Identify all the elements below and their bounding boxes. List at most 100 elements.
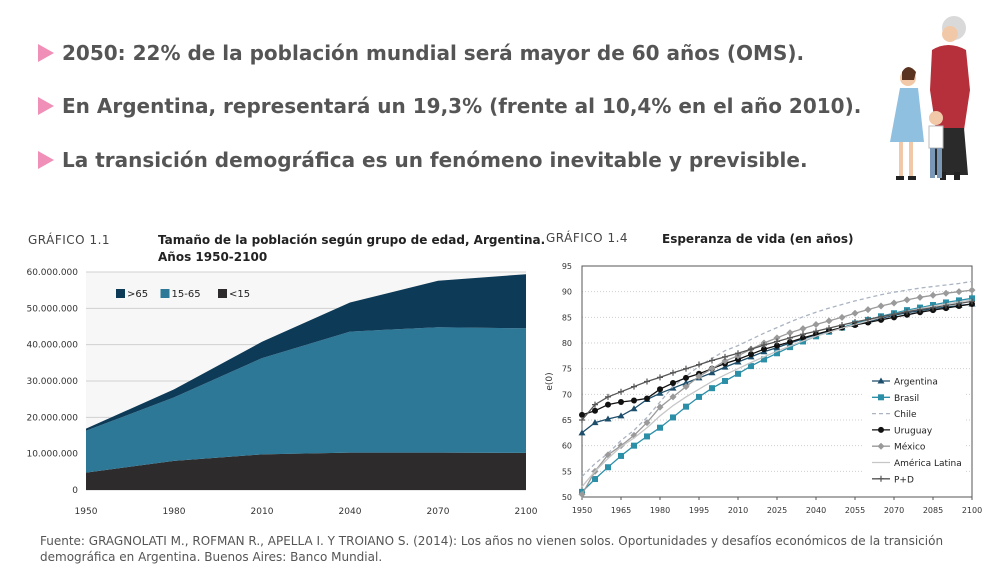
data-point <box>735 350 741 357</box>
pink-triangle-icon <box>38 151 54 169</box>
y-tick-label: 95 <box>562 262 572 271</box>
data-point <box>787 334 793 341</box>
x-tick-label: 2100 <box>515 507 538 517</box>
y-tick-label: 50.000.000 <box>26 304 78 314</box>
x-tick-label: 2025 <box>767 506 787 515</box>
data-point <box>904 308 910 315</box>
data-point <box>682 379 690 386</box>
area-1565 <box>86 327 526 473</box>
data-point <box>643 419 651 427</box>
data-point <box>722 377 728 384</box>
data-point <box>891 314 897 321</box>
x-tick-label: 1965 <box>611 506 631 515</box>
data-point <box>761 346 767 353</box>
data-point <box>631 397 637 404</box>
data-point <box>696 361 702 368</box>
data-point <box>761 342 767 349</box>
data-point <box>774 342 780 349</box>
data-point <box>605 393 611 400</box>
y-tick-label: 60.000.000 <box>26 268 78 278</box>
data-point <box>670 380 676 387</box>
data-point <box>956 297 962 304</box>
y-tick-label: 90 <box>562 288 572 297</box>
series-chile <box>581 280 973 477</box>
data-point <box>721 363 729 370</box>
legend-label: <15 <box>229 289 250 300</box>
data-point <box>670 369 676 376</box>
legend-label: Brasil <box>894 394 919 404</box>
data-point <box>969 295 975 302</box>
y-tick-label: 10.000.000 <box>26 450 78 460</box>
y-tick-label: 75 <box>562 365 572 374</box>
legend-label: 15-65 <box>172 289 201 300</box>
x-tick-label: 2070 <box>427 507 450 517</box>
data-point <box>812 321 820 329</box>
data-point <box>800 334 806 341</box>
bullet-text: En Argentina, representará un 19,3% (fre… <box>62 94 862 118</box>
y-tick-label: 20.000.000 <box>26 413 78 423</box>
data-point <box>878 313 884 320</box>
legend-marker <box>878 475 884 482</box>
y-tick-label: 30.000.000 <box>26 377 78 387</box>
y-tick-label: 55 <box>562 467 572 476</box>
x-tick-label: 2085 <box>923 506 943 515</box>
data-point <box>891 311 897 318</box>
data-point <box>708 365 716 373</box>
data-point <box>877 302 885 310</box>
legend-label: Uruguay <box>894 426 933 436</box>
legend-marker <box>877 442 885 450</box>
life-expectancy-line-chart: 50 55 60 65 70 75 80 85 90 95 1950 1965 1980 1995 2010… <box>545 262 982 515</box>
x-tick-label: 2010 <box>728 506 748 515</box>
data-point <box>657 386 663 393</box>
data-point <box>696 393 702 400</box>
data-point <box>683 365 689 372</box>
data-point <box>617 442 625 450</box>
data-point <box>825 317 833 325</box>
data-point <box>942 289 950 297</box>
data-point <box>670 414 676 421</box>
pink-triangle-icon <box>38 97 54 115</box>
data-point <box>592 407 598 414</box>
legend-label: América Latina <box>894 458 962 469</box>
y-tick-label: 50 <box>562 493 572 502</box>
legend-label: >65 <box>127 289 148 300</box>
legend-marker <box>878 426 884 433</box>
data-point <box>943 302 949 309</box>
data-point <box>735 356 741 363</box>
data-point <box>578 429 586 436</box>
x-tick-label: 2070 <box>884 506 904 515</box>
data-point <box>605 464 611 471</box>
y-tick-label: 0 <box>72 486 78 496</box>
chart1-title-line1: Tamaño de la población según grupo de ed… <box>158 233 546 247</box>
data-point <box>930 304 936 311</box>
data-point <box>955 288 963 296</box>
data-point <box>800 331 806 338</box>
area-65 <box>86 274 526 431</box>
series-uruguay <box>579 300 975 418</box>
data-point <box>682 383 690 391</box>
data-point <box>773 334 781 342</box>
legend-swatch <box>160 289 170 298</box>
bullet-text: 2050: 22% de la población mundial será m… <box>62 41 805 65</box>
legend-label: Argentina <box>894 378 938 388</box>
data-point <box>826 325 832 332</box>
data-point <box>683 374 689 381</box>
series-pd <box>579 298 975 423</box>
data-point <box>774 350 780 357</box>
data-point <box>644 433 650 440</box>
x-tick-label: 1980 <box>163 507 186 517</box>
data-point <box>774 338 780 345</box>
data-point <box>786 329 794 337</box>
data-point <box>605 401 611 408</box>
y-tick-label: 70 <box>562 390 572 399</box>
data-point <box>618 399 624 406</box>
data-point <box>735 370 741 377</box>
x-tick-label: 2040 <box>339 507 362 517</box>
data-point <box>748 351 754 358</box>
y-tick-label: 60 <box>562 442 572 451</box>
chart1-title-line2: Años 1950-2100 <box>158 250 268 264</box>
data-point <box>591 419 599 426</box>
data-point <box>916 293 924 301</box>
data-point <box>903 296 911 304</box>
data-point <box>708 369 716 376</box>
